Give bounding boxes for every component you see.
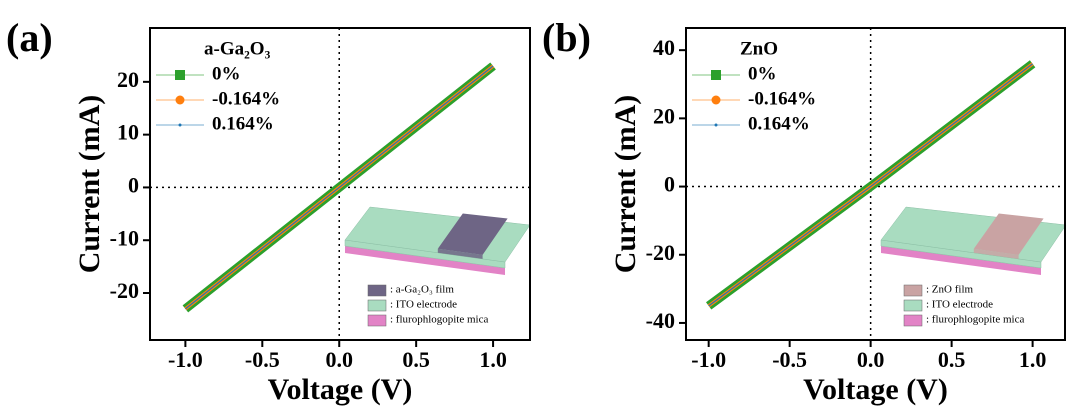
x-tick-label: 0.5 — [402, 347, 430, 372]
y-tick-label: 10 — [117, 120, 139, 145]
legend-marker — [175, 95, 185, 105]
inset-swatch — [367, 284, 387, 297]
inset-label: : ITO electrode — [926, 299, 993, 311]
legend-marker — [714, 123, 718, 127]
legend-label: 0.164% — [212, 113, 274, 134]
inset-film-side — [973, 248, 1019, 259]
inset-label: : a-Ga₂O₃ film — [390, 284, 454, 296]
legend-label: 0% — [748, 63, 777, 84]
y-tick-label: -20 — [110, 278, 139, 303]
legend-marker — [178, 123, 182, 127]
y-tick-label: 0 — [664, 172, 675, 197]
legend-label: 0% — [212, 63, 241, 84]
plot-frame — [149, 27, 531, 341]
y-tick-label: 40 — [653, 35, 675, 60]
legend-marker — [711, 95, 721, 105]
inset-film-top — [973, 213, 1044, 255]
x-tick-label: -0.5 — [772, 347, 807, 372]
x-tick-label: -1.0 — [168, 347, 203, 372]
series-line — [185, 65, 494, 310]
inset-swatch — [903, 284, 923, 297]
legend-label: -0.164% — [212, 88, 280, 109]
inset-label: : ZnO film — [926, 284, 973, 296]
panel-label: (a) — [6, 15, 53, 60]
panel: (a) -1.0 -0.5 0.0 0.5 1.0 -20 -10 0 10 20 Voltage (… — [6, 15, 531, 406]
inset-swatch — [367, 299, 387, 312]
x-tick-label: 1.0 — [1019, 347, 1047, 372]
inset-mica — [345, 246, 505, 275]
x-tick-label: 0.0 — [857, 347, 885, 372]
x-tick-label: -0.5 — [245, 347, 280, 372]
x-tick-label: 1.0 — [479, 347, 507, 372]
x-tick-label: -1.0 — [691, 347, 726, 372]
series-line — [708, 63, 1033, 307]
panel: (b) -1.0 -0.5 0.0 0.5 1.0 -40 -20 0 20 40 Voltage (… — [542, 15, 1067, 406]
inset-label: : ITO electrode — [390, 299, 457, 311]
x-tick-label: 0.5 — [938, 347, 966, 372]
inset-film-top — [437, 213, 508, 255]
x-axis-title: Voltage (V) — [803, 373, 948, 406]
inset-swatch — [903, 299, 923, 312]
legend-title: ZnO — [740, 38, 778, 59]
inset-swatch — [367, 314, 387, 327]
y-tick-label: -40 — [646, 308, 675, 333]
inset-label: : flurophlogopite mica — [390, 314, 488, 326]
plot-frame — [685, 27, 1066, 341]
legend-label: -0.164% — [748, 88, 816, 109]
inset-mica — [881, 246, 1041, 275]
y-tick-label: -20 — [646, 240, 675, 265]
y-tick-label: 20 — [653, 103, 675, 128]
panel-label: (b) — [542, 15, 591, 60]
y-tick-label: -10 — [110, 225, 139, 250]
y-tick-label: 0 — [128, 172, 139, 197]
y-axis-title: Current (mA) — [73, 95, 106, 274]
legend-title: a-Ga₂O₃ — [204, 38, 271, 59]
y-axis-title: Current (mA) — [609, 95, 642, 274]
legend-label: 0.164% — [748, 113, 810, 134]
legend-marker — [711, 70, 721, 80]
x-tick-label: 0.0 — [325, 347, 353, 372]
y-tick-label: 20 — [117, 67, 139, 92]
inset-swatch — [903, 314, 923, 327]
inset-label: : flurophlogopite mica — [926, 314, 1024, 326]
inset-film-side — [437, 248, 483, 259]
x-axis-title: Voltage (V) — [268, 373, 413, 406]
legend-marker — [175, 70, 185, 80]
